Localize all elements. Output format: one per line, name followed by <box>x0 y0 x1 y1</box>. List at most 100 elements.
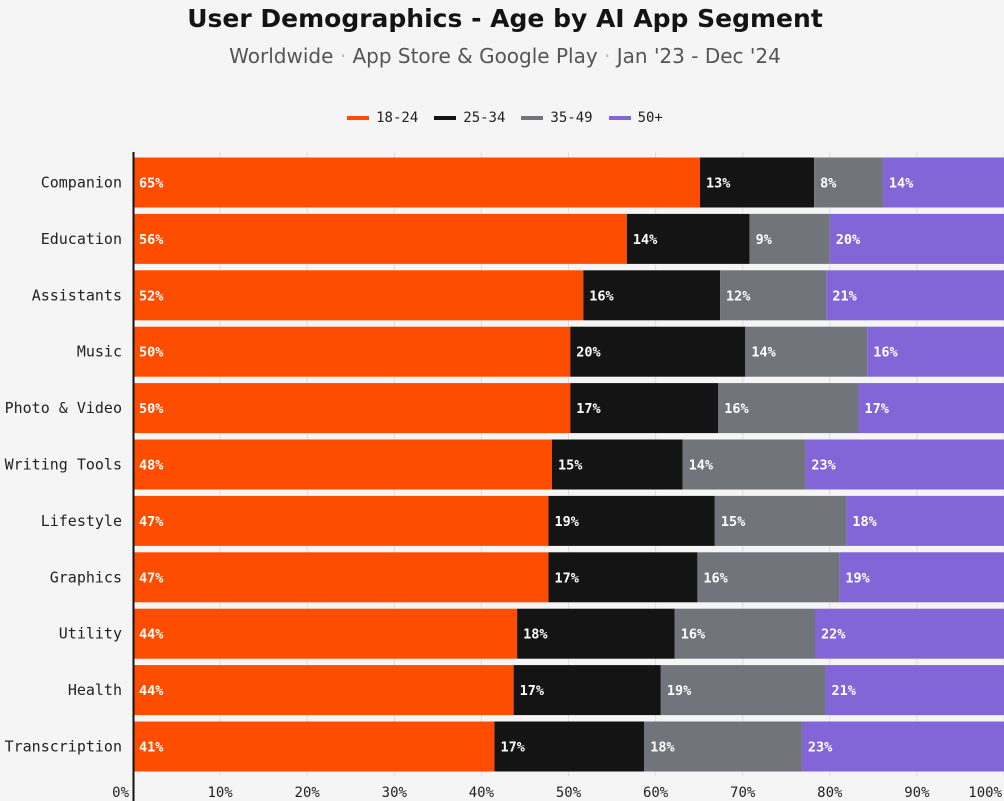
bar-assistants-25-34 <box>583 270 721 321</box>
value-label-writing-tools-18-24: 48% <box>139 458 164 474</box>
bar-companion-25-34 <box>700 157 815 208</box>
value-label-music-35-49: 14% <box>751 345 776 361</box>
bar-assistants-35-49 <box>720 270 827 321</box>
bar-music-50-plus <box>867 326 1004 377</box>
value-label-assistants-50-plus: 21% <box>832 288 857 304</box>
chart-title: User Demographics - Age by AI App Segmen… <box>187 4 823 33</box>
value-label-lifestyle-50-plus: 18% <box>852 514 877 530</box>
bar-lifestyle-18-24 <box>133 495 549 546</box>
chart-subtitle: Worldwide · App Store & Google Play · Ja… <box>0 44 1004 68</box>
value-label-companion-50-plus: 14% <box>889 176 914 192</box>
value-label-companion-25-34: 13% <box>706 176 731 192</box>
value-label-education-50-plus: 20% <box>836 232 861 248</box>
value-label-companion-18-24: 65% <box>139 176 164 192</box>
value-label-music-18-24: 50% <box>139 345 164 361</box>
bar-photo-video-50-plus <box>858 383 1004 434</box>
bar-education-25-34 <box>626 213 750 264</box>
category-label-writing-tools: Writing Tools <box>5 456 122 474</box>
value-label-health-18-24: 44% <box>139 683 164 699</box>
value-label-health-25-34: 17% <box>520 683 545 699</box>
bar-health-50-plus <box>825 665 1004 716</box>
value-label-health-35-49: 19% <box>667 683 692 699</box>
bar-utility-50-plus <box>814 608 1004 659</box>
value-label-education-25-34: 14% <box>633 232 658 248</box>
bar-assistants-18-24 <box>133 270 584 321</box>
bar-graphics-25-34 <box>548 552 698 603</box>
bar-transcription-50-plus <box>801 721 1004 772</box>
value-label-education-18-24: 56% <box>139 232 164 248</box>
bar-education-50-plus <box>829 213 1004 264</box>
x-tick-label-10: 10% <box>207 785 233 801</box>
value-label-graphics-35-49: 16% <box>703 570 728 586</box>
bar-graphics-18-24 <box>133 552 549 603</box>
value-label-writing-tools-35-49: 14% <box>689 458 714 474</box>
value-label-assistants-18-24: 52% <box>139 288 164 304</box>
value-label-assistants-35-49: 12% <box>726 288 751 304</box>
category-label-assistants: Assistants <box>32 286 122 304</box>
subtitle-separator-2: · <box>604 44 611 68</box>
value-label-transcription-35-49: 18% <box>650 740 675 756</box>
category-label-music: Music <box>77 343 122 361</box>
bar-education-18-24 <box>133 213 627 264</box>
category-label-lifestyle: Lifestyle <box>41 512 122 530</box>
bar-music-35-49 <box>745 326 868 377</box>
value-label-photo-video-50-plus: 17% <box>865 401 890 417</box>
value-label-companion-35-49: 8% <box>820 176 837 192</box>
legend-item-50-plus: 50+ <box>608 110 663 126</box>
value-label-writing-tools-25-34: 15% <box>558 458 583 474</box>
legend-label-25-34: 25-34 <box>463 110 506 126</box>
legend-item-35-49: 35-49 <box>521 110 593 126</box>
legend-item-25-34: 25-34 <box>434 110 505 126</box>
bar-lifestyle-35-49 <box>714 495 847 546</box>
x-tick-label-0: 0% <box>112 785 129 801</box>
value-label-transcription-25-34: 17% <box>500 740 525 756</box>
bar-graphics-35-49 <box>697 552 840 603</box>
x-tick-label-20: 20% <box>295 785 321 801</box>
bar-health-18-24 <box>133 665 514 716</box>
bar-photo-video-35-49 <box>718 383 859 434</box>
subtitle-separator-1: · <box>339 44 347 68</box>
legend-swatch-18-24 <box>347 116 370 120</box>
value-label-lifestyle-35-49: 15% <box>721 514 746 530</box>
bar-lifestyle-50-plus <box>846 495 1004 546</box>
value-label-graphics-50-plus: 19% <box>845 570 870 586</box>
bar-writing-tools-18-24 <box>133 439 552 490</box>
value-label-utility-18-24: 44% <box>139 627 164 643</box>
subtitle-date-range: Jan '23 - Dec '24 <box>616 44 781 68</box>
category-label-health: Health <box>68 681 122 699</box>
value-label-photo-video-25-34: 17% <box>576 401 601 417</box>
bar-transcription-35-49 <box>644 721 802 772</box>
value-label-education-35-49: 9% <box>756 232 773 248</box>
value-label-graphics-18-24: 47% <box>139 570 164 586</box>
bar-education-35-49 <box>749 213 830 264</box>
subtitle-region: Worldwide <box>229 44 334 68</box>
bar-companion-18-24 <box>133 157 701 208</box>
bar-assistants-50-plus <box>826 270 1004 321</box>
value-label-photo-video-35-49: 16% <box>724 401 749 417</box>
value-label-photo-video-18-24: 50% <box>139 401 164 417</box>
x-tick-label-70: 70% <box>730 785 756 801</box>
bar-health-35-49 <box>660 665 826 716</box>
bar-companion-35-49 <box>814 157 883 208</box>
bar-health-25-34 <box>513 665 661 716</box>
bar-music-18-24 <box>133 326 571 377</box>
bar-writing-tools-50-plus <box>805 439 1004 490</box>
legend-item-18-24: 18-24 <box>347 110 418 126</box>
value-label-transcription-18-24: 41% <box>139 740 164 756</box>
value-label-utility-35-49: 16% <box>681 627 706 643</box>
legend-label-35-49: 35-49 <box>550 110 593 126</box>
bar-graphics-50-plus <box>839 552 1004 603</box>
bar-utility-35-49 <box>674 608 815 659</box>
value-label-utility-50-plus: 22% <box>821 627 846 643</box>
value-label-health-50-plus: 21% <box>831 683 856 699</box>
bar-transcription-25-34 <box>494 721 645 772</box>
bar-writing-tools-25-34 <box>551 439 683 490</box>
legend-swatch-50-plus <box>608 116 631 120</box>
value-label-graphics-25-34: 17% <box>554 570 579 586</box>
value-label-lifestyle-18-24: 47% <box>139 514 164 530</box>
value-label-writing-tools-50-plus: 23% <box>811 458 836 474</box>
legend-label-50-plus: 50+ <box>637 110 663 126</box>
x-tick-label-50: 50% <box>556 785 582 801</box>
value-label-transcription-50-plus: 23% <box>808 740 833 756</box>
